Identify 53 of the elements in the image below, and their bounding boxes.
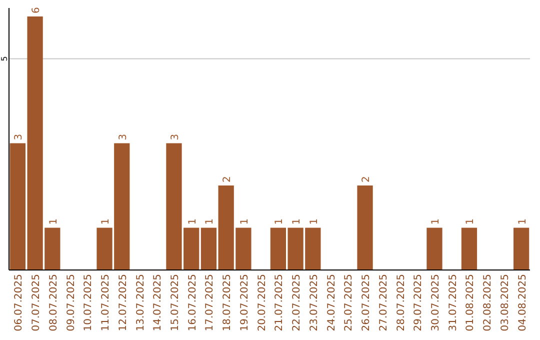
bar xyxy=(514,228,530,270)
data-label: 1 xyxy=(465,218,476,225)
data-label: 1 xyxy=(187,218,198,225)
x-tick-label: 14.07.2025 xyxy=(152,274,164,332)
x-tick-label: 02.08.2025 xyxy=(482,274,494,332)
data-label: 2 xyxy=(222,176,234,182)
x-tick-label: 27.07.2025 xyxy=(378,274,390,332)
data-label: 1 xyxy=(274,218,286,225)
x-tick-label: 25.07.2025 xyxy=(344,274,355,332)
x-tick-label: 07.07.2025 xyxy=(31,274,42,332)
x-tick-label: 13.07.2025 xyxy=(135,274,146,332)
x-tick-label: 04.08.2025 xyxy=(517,274,528,332)
data-label: 6 xyxy=(31,7,42,14)
data-label: 1 xyxy=(430,218,442,225)
x-tick-label: 22.07.2025 xyxy=(292,274,303,332)
x-tick-label: 01.08.2025 xyxy=(465,274,476,332)
data-label: 3 xyxy=(14,134,25,140)
x-tick-label: 29.07.2025 xyxy=(413,274,424,332)
data-label: 1 xyxy=(308,218,320,225)
bar xyxy=(426,228,442,270)
x-tick-label: 30.07.2025 xyxy=(430,274,442,332)
x-tick-label: 16.07.2025 xyxy=(187,274,198,332)
x-tick-label: 09.07.2025 xyxy=(66,274,77,332)
x-tick-label: 31.07.2025 xyxy=(448,274,459,332)
bar xyxy=(357,185,373,270)
data-label: 2 xyxy=(361,176,372,182)
x-tick-label: 19.07.2025 xyxy=(239,274,250,332)
x-tick-label: 15.07.2025 xyxy=(170,274,181,332)
x-tick-label: 26.07.2025 xyxy=(361,274,372,332)
data-label: 3 xyxy=(170,134,181,140)
x-tick-label: 11.07.2025 xyxy=(100,274,112,332)
data-label: 1 xyxy=(292,218,303,225)
x-tick-label: 08.07.2025 xyxy=(48,274,60,332)
bar xyxy=(461,228,478,270)
bar xyxy=(200,228,217,270)
x-tick-label: 12.07.2025 xyxy=(118,274,129,332)
data-label: 3 xyxy=(118,134,129,140)
x-tick-label: 24.07.2025 xyxy=(326,274,338,332)
data-label: 1 xyxy=(100,218,112,225)
data-label: 1 xyxy=(204,218,216,225)
data-label: 1 xyxy=(239,218,250,225)
x-tick-label: 20.07.2025 xyxy=(256,274,268,332)
x-tick-label: 18.07.2025 xyxy=(222,274,234,332)
x-tick-label: 21.07.2025 xyxy=(274,274,286,332)
x-tick-label: 03.08.2025 xyxy=(500,274,511,332)
x-tick-label: 17.07.2025 xyxy=(204,274,216,332)
x-tick-label: 28.07.2025 xyxy=(396,274,407,332)
x-tick-label: 23.07.2025 xyxy=(308,274,320,332)
data-label: 1 xyxy=(48,218,60,225)
data-label: 1 xyxy=(517,218,528,225)
x-tick-label: 06.07.2025 xyxy=(14,274,25,332)
x-tick-label: 10.07.2025 xyxy=(83,274,94,332)
y-tick-label: 5 xyxy=(0,56,9,62)
